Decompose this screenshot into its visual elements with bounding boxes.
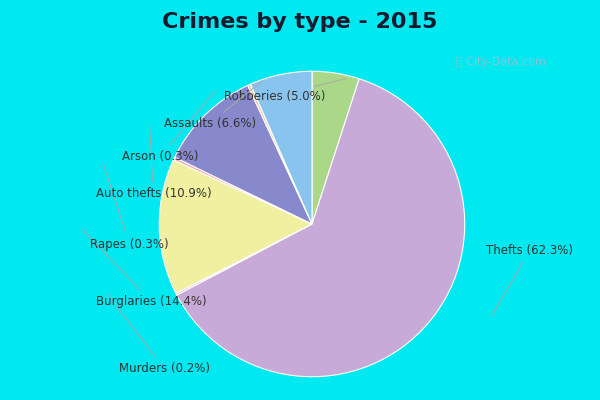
Text: Assaults (6.6%): Assaults (6.6%) (164, 81, 262, 130)
Wedge shape (173, 157, 312, 224)
Text: Arson (0.3%): Arson (0.3%) (122, 91, 215, 163)
Wedge shape (248, 84, 312, 224)
Wedge shape (312, 71, 359, 224)
Wedge shape (159, 160, 312, 293)
Text: ⓘ City-Data.com: ⓘ City-Data.com (456, 57, 546, 67)
Text: Crimes by type - 2015: Crimes by type - 2015 (163, 12, 437, 32)
Text: Thefts (62.3%): Thefts (62.3%) (486, 244, 573, 317)
Text: Auto thefts (10.9%): Auto thefts (10.9%) (95, 121, 211, 200)
Text: Rapes (0.3%): Rapes (0.3%) (90, 163, 169, 251)
Wedge shape (250, 71, 312, 224)
Wedge shape (177, 79, 465, 377)
Text: Burglaries (14.4%): Burglaries (14.4%) (82, 229, 206, 308)
Wedge shape (175, 86, 312, 224)
Wedge shape (176, 224, 312, 295)
Text: Robberies (5.0%): Robberies (5.0%) (224, 79, 346, 103)
Text: Murders (0.2%): Murders (0.2%) (107, 294, 209, 375)
